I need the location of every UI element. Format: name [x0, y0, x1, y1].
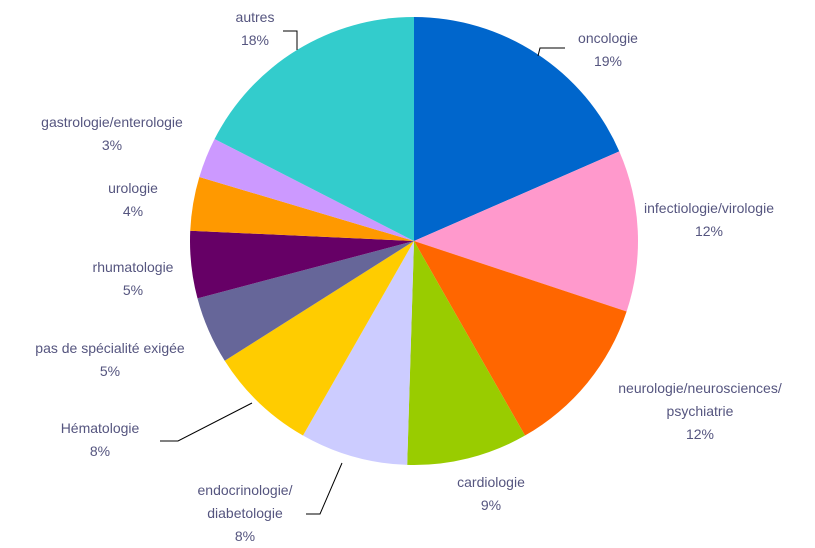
pie-slice — [414, 151, 638, 312]
pie-slice — [302, 241, 414, 465]
pie-slice — [214, 17, 414, 241]
pie-slice — [414, 17, 620, 241]
pie-slice — [197, 241, 414, 361]
category-label: autres — [235, 9, 275, 25]
category-label: neurologie/neurosciences/ psychiatrie — [618, 380, 782, 419]
leader-line — [306, 462, 343, 515]
category-label: oncologie — [578, 30, 638, 46]
category-label: gastrologie/enterologie — [41, 114, 183, 130]
slice-label: autres 18% — [236, 6, 275, 52]
value-label: 9% — [480, 497, 502, 513]
value-label: 8% — [234, 528, 256, 544]
category-label: pas de spécialité exigée — [35, 340, 185, 356]
value-label: 5% — [122, 282, 144, 298]
value-label: 4% — [122, 203, 144, 219]
leader-line — [283, 30, 298, 50]
slice-label: urologie 4% — [108, 177, 158, 223]
leader-lines — [160, 30, 565, 515]
slice-label: gastrologie/enterologie 3% — [41, 111, 183, 157]
pie-slice — [199, 139, 414, 241]
pie-slice — [190, 176, 414, 241]
value-label: 12% — [694, 223, 724, 239]
category-label: urologie — [108, 180, 158, 196]
pie-slice — [190, 230, 414, 299]
category-label: Hématologie — [60, 420, 140, 436]
leader-line — [160, 402, 253, 442]
value-label: 12% — [685, 426, 715, 442]
slice-label: pas de spécialité exigée 5% — [35, 337, 184, 383]
pie-slice — [224, 241, 414, 436]
value-label: 3% — [101, 137, 123, 153]
slice-label: Hématologie 8% — [61, 417, 140, 463]
category-label: infectiologie/virologie — [644, 200, 774, 216]
pie-slice — [407, 241, 526, 465]
slice-label: oncologie 19% — [578, 27, 638, 73]
leader-line — [537, 47, 565, 57]
value-label: 5% — [99, 363, 121, 379]
slice-label: cardiologie 9% — [457, 471, 525, 517]
category-label: rhumatologie — [92, 259, 174, 275]
slice-label: endocrinologie/ diabetologie 8% — [198, 479, 293, 548]
category-label: cardiologie — [457, 474, 525, 490]
value-label: 18% — [240, 32, 270, 48]
slice-label: infectiologie/virologie 12% — [644, 197, 774, 243]
value-label: 8% — [89, 443, 111, 459]
value-label: 19% — [593, 53, 623, 69]
slice-label: neurologie/neurosciences/ psychiatrie 12% — [618, 377, 781, 446]
category-label: endocrinologie/ diabetologie — [197, 482, 293, 521]
pie-slice — [414, 241, 627, 436]
slice-label: rhumatologie 5% — [93, 256, 174, 302]
